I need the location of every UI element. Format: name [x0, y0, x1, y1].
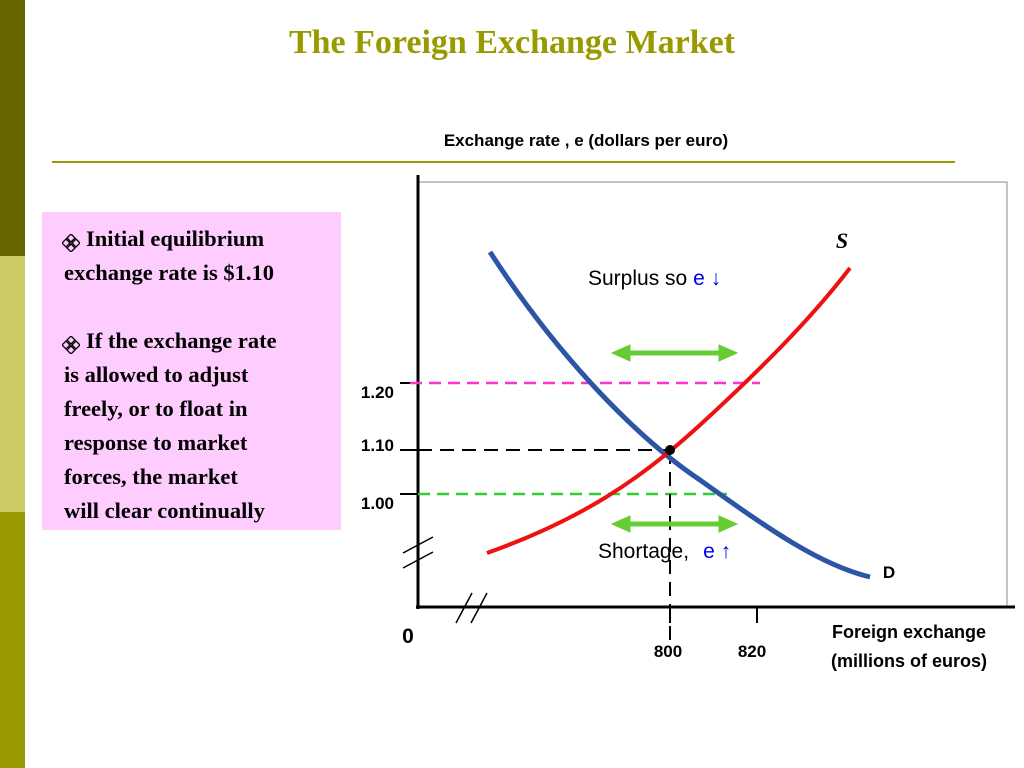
y-label: 1.10	[361, 436, 394, 455]
surplus-arrow	[610, 344, 739, 362]
demand-curve	[487, 250, 871, 580]
shortage-text: Shortage,	[598, 540, 689, 563]
shortage-arrow	[610, 515, 739, 533]
bullet-line: If the exchange rate	[86, 328, 277, 353]
bullet: Initial equilibrium exchange rate is $1.1…	[62, 222, 341, 290]
side-strip	[0, 256, 25, 512]
x-axis-label: (millions of euros)	[831, 651, 987, 671]
break-mark	[402, 536, 434, 554]
x-label: 800	[654, 642, 682, 661]
shortage-text: Shortage, e ↑	[598, 540, 731, 563]
bullet: If the exchange rate is allowed to adjust…	[62, 324, 341, 528]
bullet-line: response to market	[64, 430, 248, 455]
equilibrium-point	[665, 445, 675, 455]
y-label: 1.20	[361, 383, 394, 402]
y-label: 1.00	[361, 494, 394, 513]
side-strip	[0, 512, 25, 768]
surplus-text: Surplus so	[588, 267, 687, 290]
axis-title: Exchange rate , e (dollars per euro)	[444, 131, 728, 150]
bullet-icon-part	[66, 336, 76, 345]
bullet-line: exchange rate is $1.10	[64, 260, 274, 285]
bullet-icon-part	[71, 340, 80, 350]
break-mark	[402, 551, 434, 569]
x-axis-label: Foreign exchange	[832, 622, 986, 642]
supply-label: S	[836, 228, 848, 253]
bullet-line: forces, the market	[64, 464, 238, 489]
break-mark	[470, 592, 488, 624]
bullet-icon	[62, 234, 80, 252]
title: The Foreign Exchange Market	[288, 24, 736, 61]
side-strip	[0, 0, 25, 256]
shortage-symbol: e ↑	[703, 540, 731, 563]
supply-curve	[486, 266, 852, 555]
notes-box: Initial equilibrium exchange rate is $1.1…	[42, 212, 341, 530]
x-label: 820	[738, 642, 766, 661]
bullet-icon-part	[66, 243, 76, 252]
bullet-line: is allowed to adjust	[64, 362, 249, 387]
bullet-icon-part	[62, 238, 71, 248]
origin-label: 0	[402, 625, 414, 648]
bullet-line: will clear continually	[64, 498, 265, 523]
bullet-line: freely, or to float in	[64, 396, 248, 421]
bullet-icon	[62, 336, 80, 354]
bullet-icon-part	[62, 340, 71, 350]
bullet-line: Initial equilibrium	[86, 226, 265, 251]
surplus-text: Surplus so e ↓	[588, 267, 721, 290]
frame	[418, 181, 1008, 607]
bullet-icon-part	[66, 345, 76, 354]
bullet-icon-part	[66, 234, 76, 243]
break-mark	[455, 592, 473, 624]
bullet-icon-part	[71, 238, 80, 248]
surplus-symbol: e ↓	[693, 267, 721, 290]
demand-label: D	[883, 563, 895, 582]
